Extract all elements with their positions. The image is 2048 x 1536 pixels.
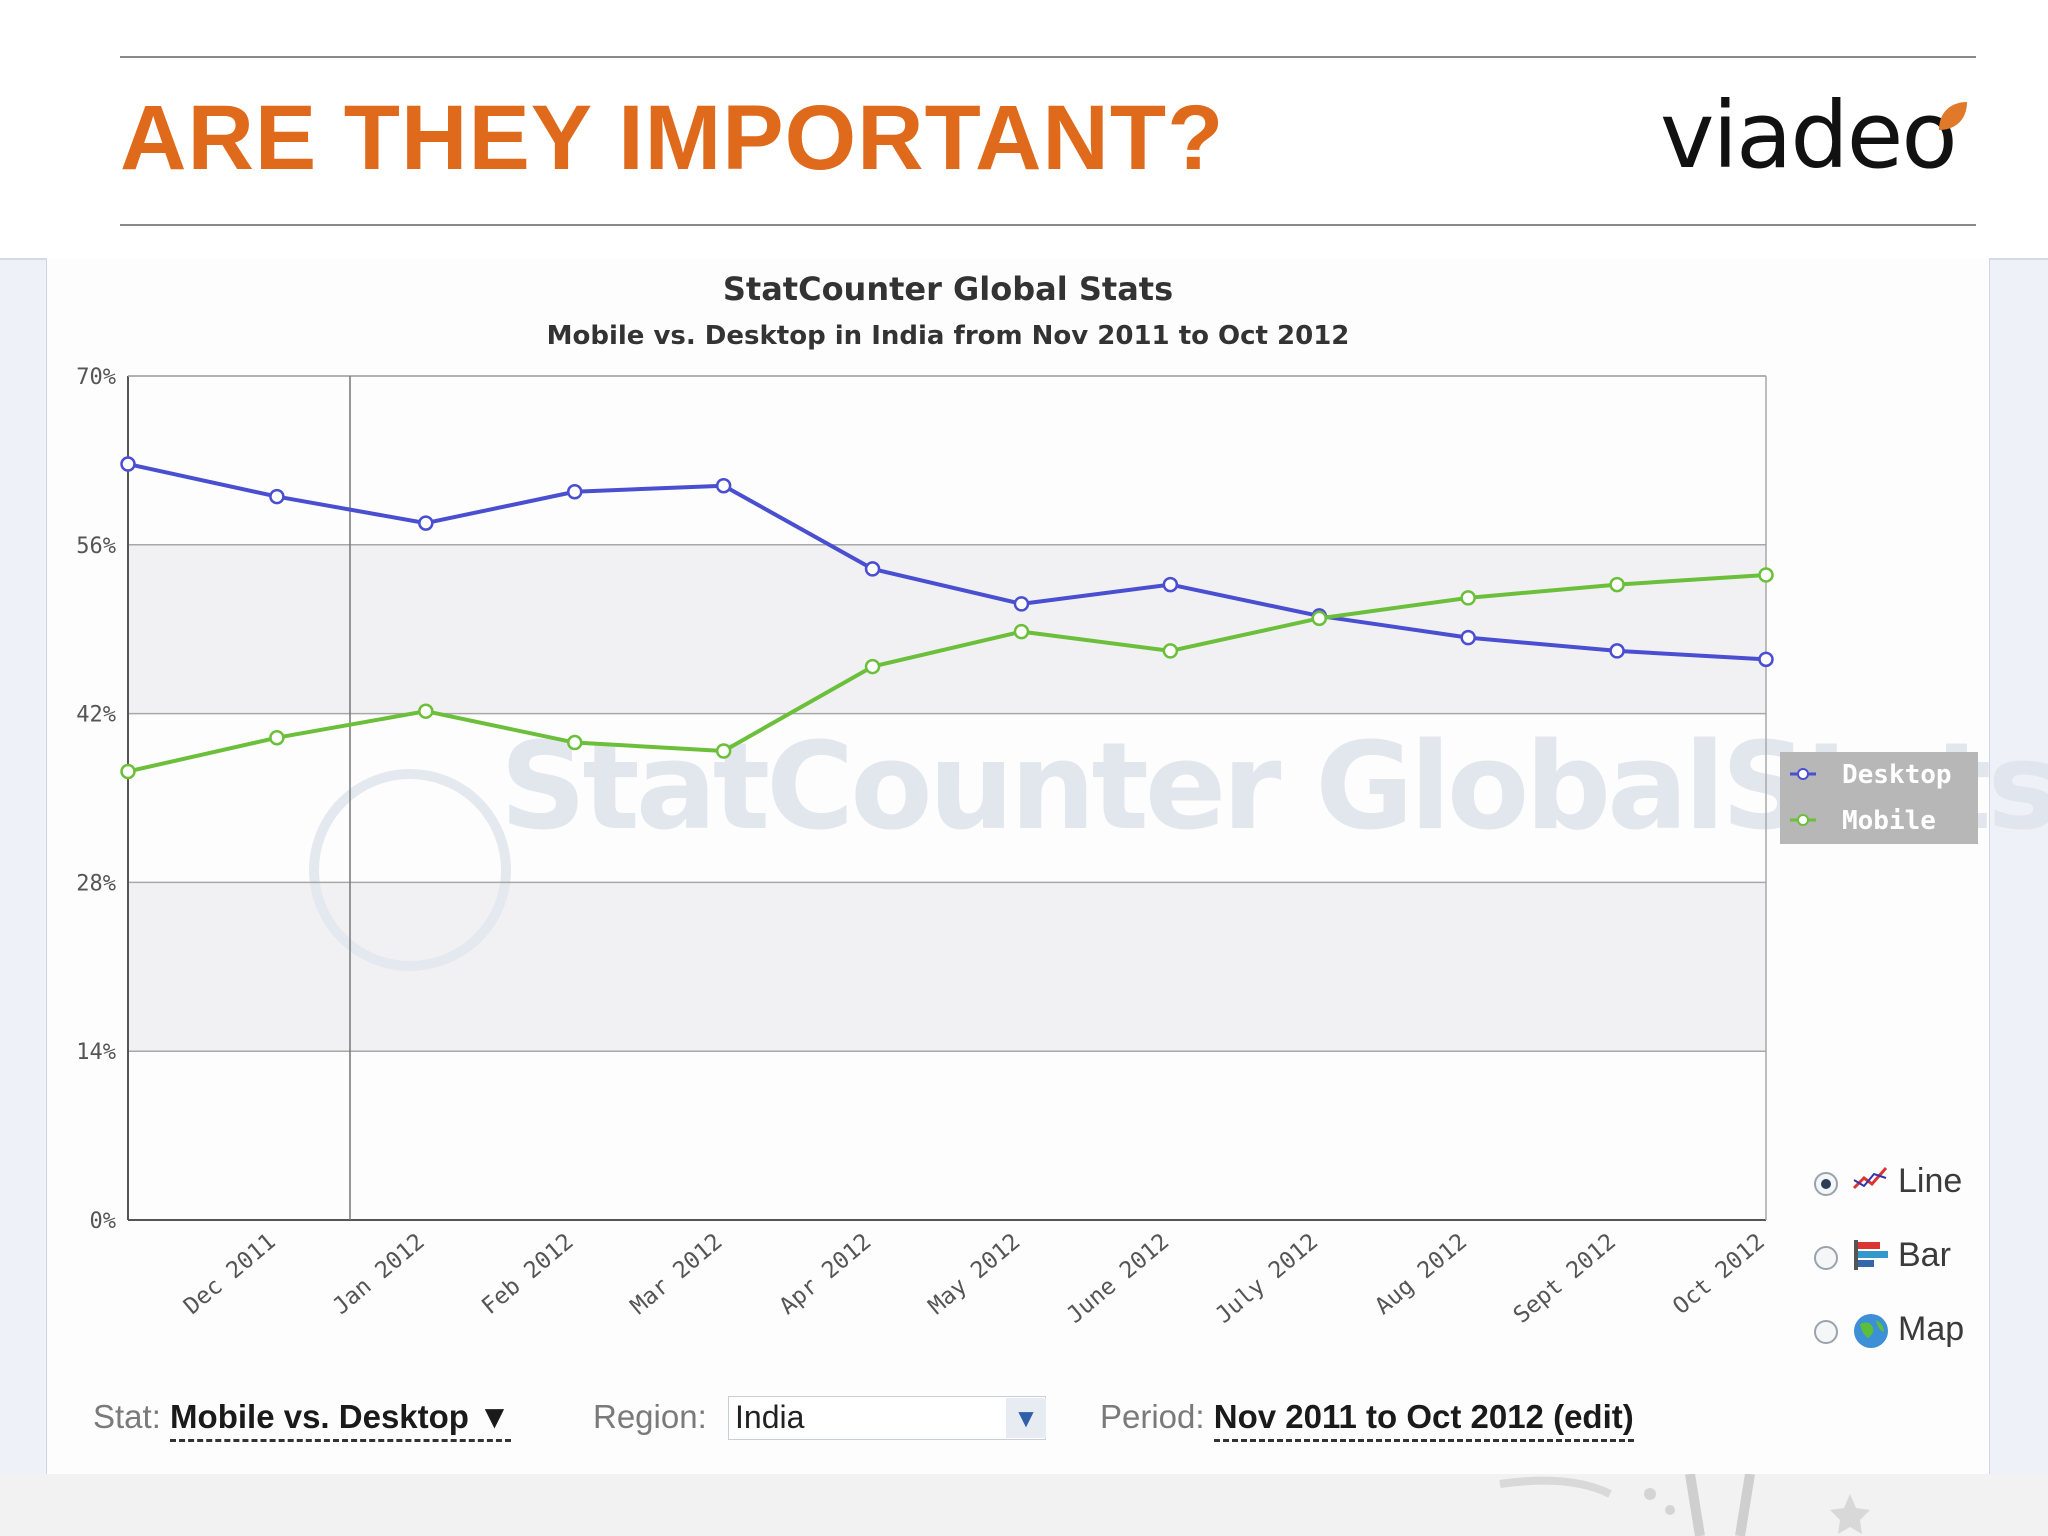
chevron-down-icon: ▼ [478, 1398, 511, 1435]
stat-control[interactable]: Stat: Mobile vs. Desktop ▼ [93, 1398, 511, 1442]
data-point-desktop[interactable] [120, 456, 136, 472]
x-tick-label: June 2012 [1062, 1229, 1174, 1329]
data-point-mobile[interactable] [1609, 576, 1625, 593]
period-label: Period: [1100, 1398, 1205, 1435]
data-point-desktop[interactable] [1609, 643, 1625, 659]
chart-type-radio-line[interactable] [1814, 1172, 1838, 1196]
y-tick-label: 56% [76, 534, 116, 559]
data-point-mobile[interactable] [269, 729, 285, 746]
legend-marker-desktop [1797, 768, 1809, 780]
top-rule [120, 56, 1976, 58]
data-point-mobile[interactable] [1758, 567, 1774, 583]
stat-value: Mobile vs. Desktop [170, 1398, 469, 1435]
data-point-desktop[interactable] [418, 515, 434, 531]
chart-type-radio-map[interactable] [1814, 1320, 1838, 1344]
data-point-desktop[interactable] [566, 483, 583, 500]
legend-marker-mobile [1797, 814, 1809, 826]
region-select[interactable]: India [728, 1396, 1046, 1440]
x-tick-label: Oct 2012 [1668, 1229, 1770, 1320]
data-point-desktop[interactable] [715, 477, 732, 494]
title-rule [120, 224, 1976, 226]
grid-band [128, 882, 1766, 1052]
data-point-desktop[interactable] [1460, 629, 1476, 646]
period-control[interactable]: Period: Nov 2011 to Oct 2012 (edit) [1100, 1398, 1634, 1442]
grid-band [128, 544, 1766, 714]
footer-band [0, 1474, 2048, 1536]
data-point-desktop[interactable] [864, 561, 881, 577]
chart-type-label-map[interactable]: Map [1898, 1310, 1965, 1348]
y-tick-label: 42% [76, 703, 116, 728]
data-point-desktop[interactable] [269, 488, 285, 505]
line-chart: StatCounter GlobalStats 0%14%28%42%56%70… [76, 270, 2048, 1329]
data-point-mobile[interactable] [864, 658, 881, 675]
footer-decoration-icon [1499, 1474, 1870, 1536]
x-tick-label: Apr 2012 [775, 1229, 877, 1320]
chart-type-label-bar[interactable]: Bar [1898, 1236, 1951, 1274]
y-tick-label: 70% [76, 365, 116, 390]
chart-type-radio-bar[interactable] [1814, 1246, 1838, 1270]
leaf-icon [1939, 102, 1967, 130]
x-tick-label: Sept 2012 [1509, 1229, 1621, 1329]
globe-icon [1852, 1312, 1890, 1355]
x-tick-label: July 2012 [1211, 1229, 1323, 1329]
x-tick-label: Dec 2011 [179, 1229, 281, 1320]
x-tick-label: Aug 2012 [1370, 1229, 1472, 1320]
data-point-desktop[interactable] [1162, 576, 1179, 593]
line-chart-icon [1852, 1164, 1890, 1199]
data-point-mobile[interactable] [1013, 623, 1030, 640]
legend-box [1780, 752, 1978, 844]
stat-label: Stat: [93, 1398, 161, 1435]
period-value[interactable]: Nov 2011 to Oct 2012 (edit) [1213, 1398, 1634, 1442]
data-point-mobile[interactable] [1311, 610, 1328, 627]
data-point-mobile[interactable] [418, 703, 434, 719]
x-tick-label: Jan 2012 [328, 1229, 430, 1320]
data-point-mobile[interactable] [566, 734, 583, 751]
chart-area [46, 258, 1990, 1474]
data-point-mobile[interactable] [1460, 590, 1476, 606]
chart-legend: Desktop Mobile [1780, 752, 1978, 844]
chart-title: StatCounter Global Stats [723, 270, 1173, 308]
stat-select[interactable]: Mobile vs. Desktop ▼ [170, 1398, 511, 1442]
y-tick-label: 28% [76, 871, 116, 896]
series-line-mobile [127, 572, 1767, 774]
legend-label-mobile[interactable]: Mobile [1842, 806, 1936, 836]
series-line-desktop [127, 462, 1767, 662]
y-tick-label: 14% [76, 1040, 116, 1065]
bar-chart-icon [1852, 1238, 1890, 1277]
x-tick-label: Feb 2012 [477, 1229, 579, 1320]
slide-title: ARE THEY IMPORTANT? [120, 87, 1225, 189]
watermark-globe-icon [309, 769, 511, 971]
viadeo-logo: viadeo [1660, 82, 1958, 189]
data-point-desktop[interactable] [1013, 596, 1030, 612]
legend-label-desktop[interactable]: Desktop [1842, 760, 1952, 790]
x-tick-label: Mar 2012 [626, 1229, 728, 1320]
data-point-mobile[interactable] [1162, 643, 1179, 659]
region-dropdown-icon[interactable]: ▼ [1006, 1398, 1046, 1438]
data-point-desktop[interactable] [1758, 651, 1774, 668]
region-label: Region: [593, 1398, 707, 1435]
x-tick-label: May 2012 [924, 1229, 1026, 1320]
chart-subtitle: Mobile vs. Desktop in India from Nov 201… [547, 321, 1350, 351]
data-point-mobile[interactable] [715, 743, 732, 759]
y-tick-label: 0% [90, 1209, 117, 1234]
region-value: India [735, 1399, 805, 1435]
data-point-mobile[interactable] [120, 763, 136, 780]
chart-type-label-line[interactable]: Line [1898, 1162, 1963, 1200]
